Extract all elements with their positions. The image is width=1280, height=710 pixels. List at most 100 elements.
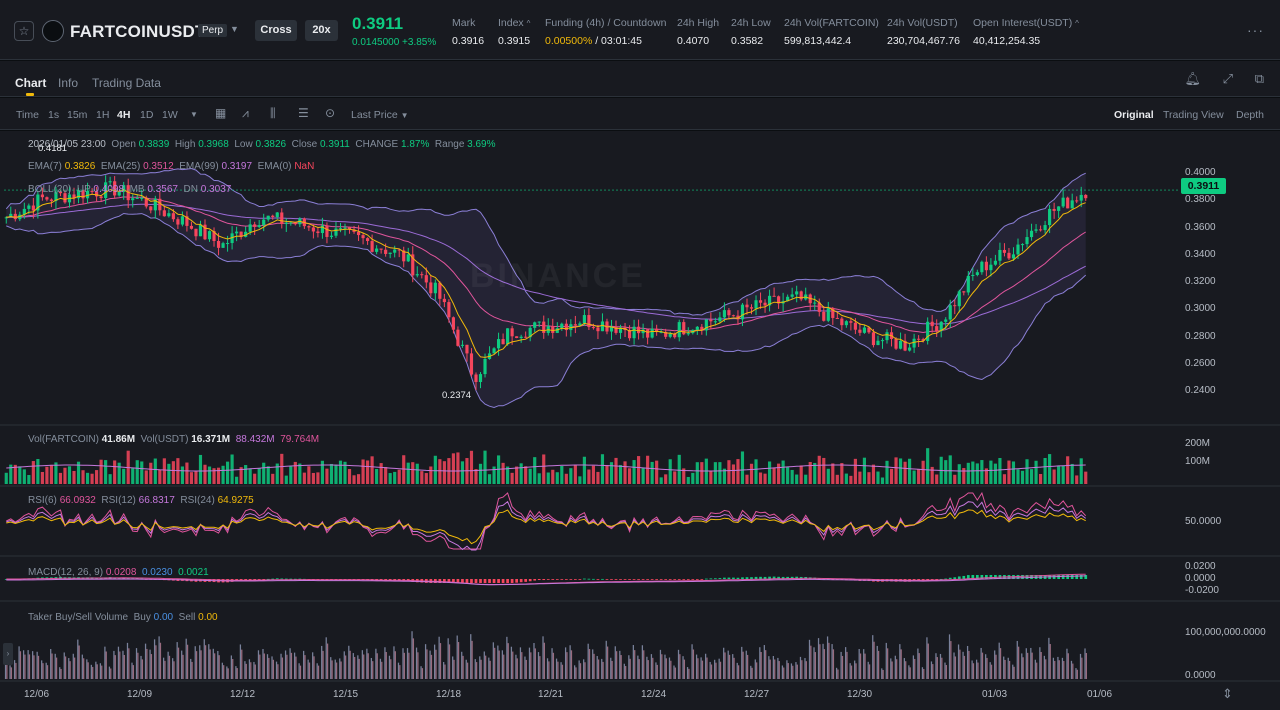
candle-body bbox=[221, 243, 225, 248]
expand-icon[interactable]: ⤢ bbox=[1222, 71, 1234, 86]
volume-bar bbox=[795, 474, 799, 484]
more-icon[interactable]: ··· bbox=[1247, 22, 1264, 38]
volume-bar bbox=[1048, 454, 1052, 484]
candle-body bbox=[786, 296, 790, 302]
volume-axis-label: 200M bbox=[1185, 438, 1211, 449]
time-axis-label: 12/06 bbox=[24, 689, 50, 700]
candle-body bbox=[393, 249, 397, 253]
chevron-right-icon[interactable]: › bbox=[3, 643, 13, 665]
taker-sell-bar bbox=[308, 662, 311, 679]
candle-body bbox=[876, 340, 880, 346]
volume-bar bbox=[81, 470, 85, 484]
chart-canvas[interactable] bbox=[0, 131, 1280, 710]
taker-sell-bar bbox=[485, 655, 487, 679]
taker-buy-bar bbox=[330, 657, 332, 679]
taker-buy-bar bbox=[714, 659, 716, 679]
taker-sell-bar bbox=[119, 651, 121, 679]
taker-buy-bar bbox=[13, 660, 16, 679]
volume-bar bbox=[1070, 463, 1074, 484]
volume-ma-line bbox=[6, 464, 1086, 472]
leverage-button[interactable]: 20x bbox=[305, 20, 338, 41]
reset-scale-icon[interactable]: ⇕ bbox=[1222, 686, 1233, 701]
chevron-down-icon[interactable]: ▼ bbox=[230, 24, 239, 34]
taker-buy-bar bbox=[501, 650, 504, 679]
interval-1w[interactable]: 1W bbox=[162, 109, 178, 121]
volume-bar bbox=[162, 458, 166, 484]
macd-histogram-bar bbox=[700, 579, 704, 580]
taker-buy-bar bbox=[343, 651, 345, 679]
view-original[interactable]: Original bbox=[1114, 109, 1154, 121]
chevron-down-icon[interactable]: ▼ bbox=[190, 110, 198, 119]
volume-bar bbox=[1034, 460, 1038, 484]
time-label[interactable]: Time bbox=[16, 109, 39, 121]
taker-sell-bar bbox=[1085, 653, 1088, 679]
stat-label: 24h Low bbox=[731, 17, 771, 29]
volume-bar bbox=[492, 466, 496, 484]
ohlc-legend: 2026/01/05 23:00 Open 0.3839 High 0.3968… bbox=[28, 139, 496, 150]
macd-histogram-bar bbox=[578, 579, 582, 580]
taker-sell-bar bbox=[245, 663, 247, 679]
taker-sell-bar bbox=[1081, 657, 1083, 679]
candle-body bbox=[122, 185, 126, 192]
star-icon[interactable]: ☆ bbox=[14, 21, 34, 41]
candle-body bbox=[1048, 208, 1052, 226]
volume-bar bbox=[962, 468, 966, 484]
candle-type-icon[interactable]: ⫼ bbox=[270, 106, 276, 120]
taker-buy-bar bbox=[917, 648, 919, 679]
taker-sell-bar bbox=[530, 652, 532, 679]
candle-body bbox=[844, 321, 848, 326]
chart-area[interactable]: BINANCE 2026/01/05 23:00 Open 0.3839 Hig… bbox=[0, 131, 1280, 710]
volume-bar bbox=[646, 455, 650, 484]
price-axis-label: 0.2600 bbox=[1185, 358, 1216, 369]
interval-1d[interactable]: 1D bbox=[140, 109, 154, 121]
taker-buy-bar bbox=[912, 655, 915, 679]
indicator-icon[interactable]: ⩘ bbox=[242, 106, 249, 120]
taker-sell-bar bbox=[159, 642, 162, 679]
view-trading-view[interactable]: Trading View bbox=[1163, 109, 1224, 121]
taker-buy-bar bbox=[488, 657, 490, 679]
popout-icon[interactable]: ⧉ bbox=[1254, 71, 1264, 86]
calendar-icon[interactable]: ▦ bbox=[215, 106, 227, 120]
macd-histogram-bar bbox=[289, 578, 293, 580]
taker-sell-bar bbox=[367, 653, 369, 679]
volume-bar bbox=[1007, 460, 1011, 484]
volume-bar bbox=[153, 458, 157, 484]
volume-bar bbox=[591, 465, 596, 484]
candle-body bbox=[885, 332, 889, 341]
candle-body bbox=[957, 291, 961, 307]
tab-chart[interactable]: Chart bbox=[15, 76, 47, 90]
view-depth[interactable]: Depth bbox=[1236, 109, 1265, 121]
taker-sell-bar bbox=[756, 662, 758, 679]
taker-sell-bar bbox=[814, 652, 817, 679]
taker-sell-bar bbox=[340, 661, 342, 679]
margin-mode-button[interactable]: Cross bbox=[255, 20, 297, 41]
candle-body bbox=[948, 305, 952, 320]
taker-buy-bar bbox=[289, 648, 291, 679]
macd-histogram-bar bbox=[628, 579, 631, 580]
candle-body bbox=[560, 323, 564, 329]
interval-4h[interactable]: 4H bbox=[117, 109, 131, 121]
settings-icon[interactable]: ☰ bbox=[298, 106, 309, 120]
interval-15m[interactable]: 15m bbox=[67, 109, 88, 121]
bell-icon[interactable]: 🔔︎ bbox=[1184, 71, 1202, 86]
taker-sell-bar bbox=[335, 662, 338, 679]
current-price-tag: 0.3911 bbox=[1181, 178, 1226, 194]
candle-body bbox=[831, 308, 835, 318]
interval-1h[interactable]: 1H bbox=[96, 109, 110, 121]
taker-buy-bar bbox=[899, 644, 901, 679]
volume-bar bbox=[709, 470, 713, 484]
tab-info[interactable]: Info bbox=[58, 76, 79, 90]
interval-1s[interactable]: 1s bbox=[48, 109, 60, 121]
drawing-icon[interactable]: ⊙ bbox=[325, 106, 336, 120]
candle-body bbox=[289, 222, 293, 224]
taker-buy-bar bbox=[763, 645, 765, 679]
taker-sell-bar bbox=[430, 654, 433, 679]
volume-bar bbox=[826, 468, 830, 484]
stat-label[interactable]: Funding (4h) / Countdown bbox=[545, 17, 667, 29]
rsi-legend: RSI(6) 66.0932 RSI(12) 66.8317 RSI(24) 6… bbox=[28, 495, 254, 506]
price-type-select[interactable]: Last Price ▼ bbox=[351, 109, 409, 121]
taker-sell-bar bbox=[661, 654, 663, 679]
symbol-name[interactable]: FARTCOINUSDT bbox=[70, 22, 206, 41]
tab-trading-data[interactable]: Trading Data bbox=[92, 76, 161, 90]
taker-sell-bar bbox=[1004, 659, 1006, 679]
